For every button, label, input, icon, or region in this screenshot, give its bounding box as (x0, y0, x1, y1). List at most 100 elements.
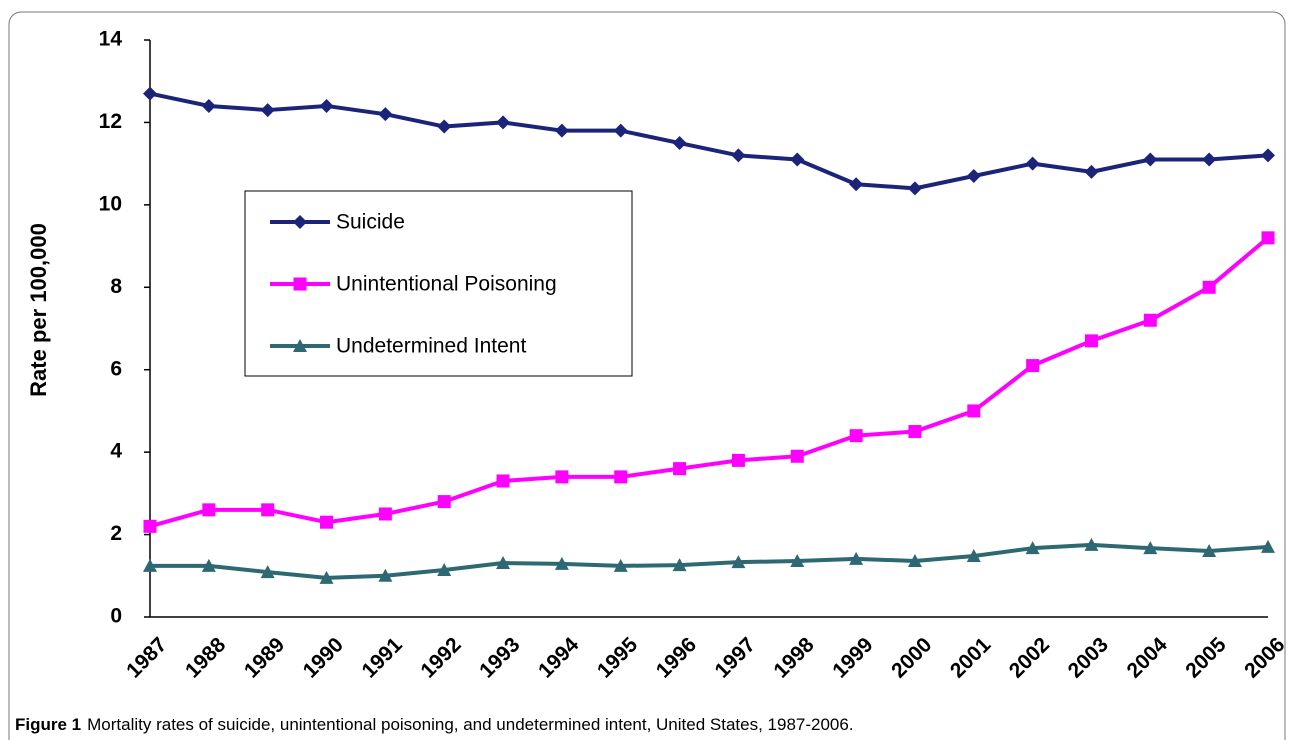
x-tick-label: 1989 (240, 633, 289, 682)
data-point (849, 429, 863, 443)
x-tick-label: 1987 (122, 633, 171, 682)
data-point (673, 462, 687, 476)
x-tick-label: 1995 (593, 633, 643, 683)
x-tick-label: 1996 (652, 633, 701, 682)
data-point (1202, 280, 1216, 294)
data-point (201, 558, 216, 572)
data-point (202, 503, 216, 517)
x-tick-label: 1988 (181, 633, 231, 683)
x-tick-label: 2006 (1240, 633, 1289, 682)
caption-text: Mortality rates of suicide, unintentiona… (87, 715, 853, 734)
data-point (143, 519, 157, 533)
data-point (1261, 231, 1275, 245)
data-point (614, 470, 628, 484)
x-tick-label: 2000 (887, 633, 936, 682)
data-point (966, 169, 981, 184)
data-point (907, 553, 922, 567)
x-tick-label: 2004 (1122, 633, 1172, 683)
data-point (201, 98, 216, 113)
data-point (437, 495, 451, 509)
data-point (143, 86, 157, 101)
data-point (908, 425, 922, 439)
x-tick-label: 1991 (358, 633, 408, 683)
data-point (613, 558, 628, 572)
data-point (1026, 359, 1040, 373)
data-point (437, 563, 452, 577)
data-point (1025, 541, 1040, 555)
data-point (260, 565, 275, 579)
data-point (907, 181, 922, 196)
data-point (790, 449, 804, 463)
series-line (149, 91, 1269, 191)
y-tick-label: 12 (99, 110, 122, 133)
data-point (613, 123, 628, 138)
data-point (1261, 539, 1275, 553)
legend-label: Unintentional Poisoning (336, 273, 557, 296)
x-tick-label: 1999 (828, 633, 877, 682)
data-point (1143, 313, 1157, 327)
frame (8, 11, 1286, 740)
data-point (672, 136, 687, 151)
data-point (967, 404, 981, 418)
data-point (260, 103, 275, 118)
x-tick-label: 1998 (769, 633, 819, 683)
series-line (150, 542, 1269, 580)
data-point (1202, 544, 1217, 558)
legend-marker (293, 339, 307, 352)
y-tick-label: 8 (110, 275, 122, 298)
data-point (554, 123, 569, 138)
caption-label: Figure 1 (15, 715, 81, 734)
x-tick-label: 1997 (711, 633, 760, 682)
data-point (1143, 541, 1158, 555)
x-tick-label: 2003 (1064, 633, 1113, 682)
data-point (261, 503, 275, 517)
data-point (143, 558, 157, 572)
data-point (849, 177, 864, 192)
data-point (731, 148, 746, 163)
data-point (319, 98, 334, 113)
x-tick-label: 2002 (1005, 633, 1054, 682)
data-point (378, 107, 393, 122)
y-tick-label: 4 (110, 440, 122, 463)
x-tick-label: 1994 (534, 633, 584, 683)
data-point (849, 551, 864, 565)
data-point (1084, 537, 1099, 551)
data-point (1143, 152, 1158, 167)
x-tick-label: 2001 (946, 633, 996, 683)
y-tick-label: 6 (110, 357, 122, 380)
y-tick-label: 2 (110, 522, 122, 545)
x-tick-label: 1993 (475, 633, 524, 682)
data-point (1261, 148, 1275, 163)
legend-label: Suicide (336, 211, 405, 234)
data-point (437, 119, 452, 134)
data-point (496, 556, 511, 570)
data-point (1084, 334, 1098, 348)
y-tick-label: 14 (99, 28, 123, 51)
x-tick-label: 2005 (1181, 633, 1231, 683)
data-point (378, 568, 393, 582)
data-point (555, 470, 569, 484)
y-tick-label: 0 (110, 605, 122, 628)
data-point (790, 152, 805, 167)
legend-label: Undetermined Intent (336, 335, 526, 358)
x-tick-label: 1992 (416, 633, 465, 682)
legend-marker (293, 215, 307, 229)
data-point (966, 549, 981, 563)
data-point (320, 515, 334, 529)
data-point (1084, 164, 1099, 179)
data-point (496, 115, 511, 130)
y-axis-title: Rate per 100,000 (26, 223, 51, 397)
x-tick-label: 1990 (299, 633, 348, 682)
series-line (149, 236, 1270, 529)
legend-marker (293, 277, 307, 291)
data-point (496, 474, 510, 488)
data-point (319, 570, 334, 584)
data-point (790, 553, 805, 567)
data-point (554, 556, 569, 570)
data-point (731, 555, 746, 569)
data-point (1202, 152, 1217, 167)
data-point (1025, 156, 1040, 171)
y-tick-label: 10 (99, 192, 122, 215)
